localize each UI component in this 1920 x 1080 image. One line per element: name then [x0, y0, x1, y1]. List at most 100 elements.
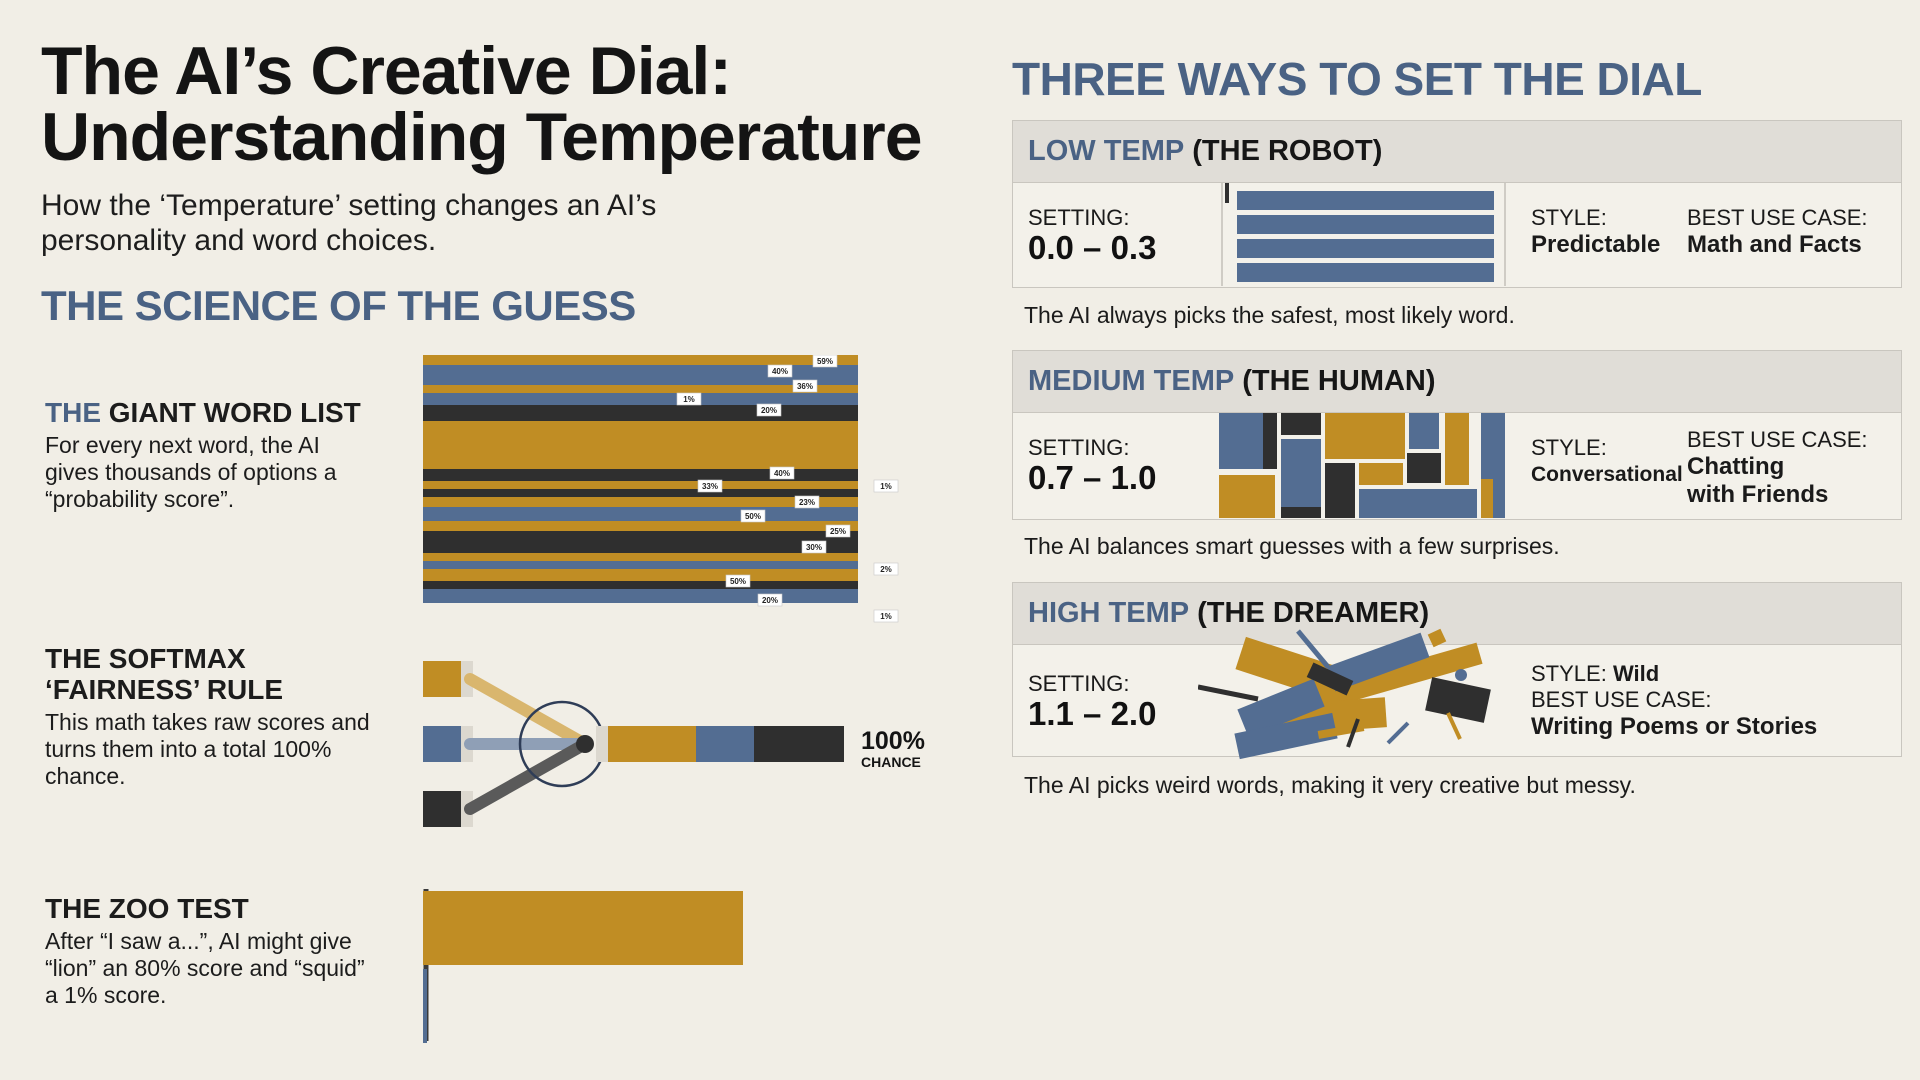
word-list-desc: For every next word, the AI gives thousa… — [45, 432, 337, 512]
word-option-stripe — [423, 393, 858, 405]
probability-tag: 50% — [725, 574, 751, 588]
title-line-2: Understanding Temperature — [41, 99, 923, 175]
low-temp-body: SETTING: 0.0 – 0.3 STYLE: Predictable BE… — [1013, 183, 1901, 286]
probability-tag: 23% — [794, 495, 820, 509]
svg-text:1%: 1% — [880, 482, 892, 491]
high-style-label: STYLE: — [1531, 661, 1607, 686]
word-option-stripe — [423, 385, 858, 393]
probability-tag: 20% — [757, 593, 783, 607]
softmax-graphic: 100% CHANCE — [423, 661, 925, 827]
high-temp-body: SETTING: 1.1 – 2.0 STYLE: Wild BEST USE … — [1013, 645, 1901, 755]
word-option-stripe — [423, 561, 858, 569]
low-temp-caption: The AI always picks the safest, most lik… — [1024, 302, 1515, 328]
probability-tag: 2% — [873, 562, 899, 576]
output-charcoal — [754, 726, 844, 762]
low-use-label: BEST USE CASE: — [1687, 205, 1868, 230]
probability-tag: 20% — [756, 403, 782, 417]
svg-text:33%: 33% — [702, 482, 718, 491]
low-setting-label: SETTING: — [1028, 205, 1130, 230]
svg-text:2%: 2% — [880, 565, 892, 574]
word-option-stripe — [423, 521, 858, 531]
probability-tag: 25% — [825, 524, 851, 538]
softmax-title-line-2: ‘FAIRNESS’ RULE — [45, 674, 284, 705]
medium-setting-label: SETTING: — [1028, 435, 1130, 460]
word-option-stripe — [423, 421, 858, 457]
medium-setting-value: 0.7 – 1.0 — [1028, 459, 1157, 496]
medium-use-group: BEST USE CASE: Chatting with Friends — [1687, 427, 1868, 509]
medium-temp-caption: The AI balances smart guesses with a few… — [1024, 533, 1560, 559]
medium-style-group: STYLE: Conversational — [1531, 435, 1683, 489]
svg-text:40%: 40% — [774, 469, 790, 478]
medium-temp-panel: MEDIUM TEMP (THE HUMAN) SETTING: 0.7 – 1… — [1012, 350, 1902, 520]
high-style-line: STYLE: Wild — [1531, 661, 1817, 687]
svg-text:1%: 1% — [683, 395, 695, 404]
probability-tag: 1% — [676, 392, 702, 406]
word-option-stripe — [423, 507, 858, 521]
medium-temp-body: SETTING: 0.7 – 1.0 STYLE: Conversational… — [1013, 413, 1901, 518]
low-temp-header: LOW TEMP (THE ROBOT) — [1013, 121, 1901, 183]
word-option-stripe — [423, 581, 858, 589]
word-list-graphic: 59% 40% 36% 1% 20% 40% 33% 23% 1% 50% 25% 30% 2% 50% 2… — [423, 355, 899, 623]
high-temp-caption: The AI picks weird words, making it very… — [1024, 772, 1636, 798]
word-option-stripe — [423, 365, 858, 385]
output-slate — [696, 726, 754, 762]
high-use-value: Writing Poems or Stories — [1531, 713, 1818, 740]
probability-tag: 1% — [873, 609, 899, 623]
title-line-1: The AI’s Creative Dial: — [41, 33, 732, 109]
science-heading: THE SCIENCE OF THE GUESS — [41, 282, 636, 329]
low-temp-label: LOW TEMP — [1028, 135, 1185, 167]
svg-text:23%: 23% — [799, 498, 815, 507]
svg-text:20%: 20% — [762, 596, 778, 605]
word-option-stripe — [423, 489, 858, 497]
low-use-group: BEST USE CASE: Math and Facts — [1687, 205, 1868, 259]
low-style-group: STYLE: Predictable — [1531, 205, 1660, 259]
high-style-value: Wild — [1612, 661, 1660, 686]
word-option-stripe — [423, 497, 858, 507]
low-temp-name: (THE ROBOT) — [1192, 135, 1383, 167]
medium-use-value-line-1: Chatting — [1687, 453, 1785, 480]
word-option-stripe — [423, 531, 858, 553]
ways-heading: THREE WAYS TO SET THE DIAL — [1012, 53, 1702, 105]
medium-temp-name: (THE HUMAN) — [1242, 365, 1436, 397]
softmax-title: THE SOFTMAX ‘FAIRNESS’ RULE — [45, 643, 375, 705]
page-title: The AI’s Creative Dial: Understanding Te… — [41, 33, 981, 175]
probability-tag: 50% — [740, 509, 766, 523]
low-temp-panel: LOW TEMP (THE ROBOT) SETTING: 0.0 – 0.3 … — [1012, 120, 1902, 288]
svg-text:50%: 50% — [745, 512, 761, 521]
svg-text:1%: 1% — [880, 612, 892, 621]
medium-temp-header: MEDIUM TEMP (THE HUMAN) — [1013, 351, 1901, 413]
high-use-label: BEST USE CASE: — [1531, 687, 1712, 712]
zoo-block: THE ZOO TEST After “I saw a...”, AI migh… — [45, 893, 375, 1009]
high-temp-name: (THE DREAMER) — [1197, 597, 1430, 629]
word-option-stripe — [423, 405, 858, 421]
word-list-title: THE GIANT WORD LIST — [45, 397, 375, 428]
zoo-title: THE ZOO TEST — [45, 893, 249, 924]
softmax-title-line-1: THE SOFTMAX — [45, 643, 246, 674]
medium-style-label: STYLE: — [1531, 435, 1607, 460]
softmax-desc: This math takes raw scores and turns the… — [45, 709, 370, 789]
word-option-stripe — [423, 569, 858, 581]
low-temp-graphic — [1225, 183, 1494, 282]
word-option-stripe — [423, 553, 858, 561]
medium-temp-label: MEDIUM TEMP — [1028, 365, 1235, 397]
softmax-block: THE SOFTMAX ‘FAIRNESS’ RULE This math ta… — [45, 643, 375, 790]
word-option-stripe — [423, 469, 858, 481]
medium-temp-graphic — [1219, 413, 1505, 518]
probability-tag: 59% — [812, 355, 838, 368]
svg-text:40%: 40% — [772, 367, 788, 376]
word-option-stripe — [423, 481, 858, 489]
low-use-value: Math and Facts — [1687, 231, 1862, 258]
svg-text:30%: 30% — [806, 543, 822, 552]
high-temp-panel: HIGH TEMP (THE DREAMER) SETTING: 1.1 – 2… — [1012, 582, 1902, 760]
high-info-group: STYLE: Wild BEST USE CASE: Writing Poems… — [1531, 661, 1817, 741]
raw-score-slate — [423, 726, 461, 762]
zoo-desc: After “I saw a...”, AI might give “lion”… — [45, 928, 365, 1008]
low-setting-value: 0.0 – 0.3 — [1028, 229, 1157, 266]
svg-text:50%: 50% — [730, 577, 746, 586]
svg-text:59%: 59% — [817, 357, 833, 366]
probability-tag: 30% — [801, 540, 827, 554]
low-style-value: Predictable — [1531, 231, 1661, 258]
squid-score-bar — [423, 969, 427, 1043]
high-temp-label: HIGH TEMP — [1028, 597, 1190, 629]
word-option-stripe — [423, 355, 858, 365]
